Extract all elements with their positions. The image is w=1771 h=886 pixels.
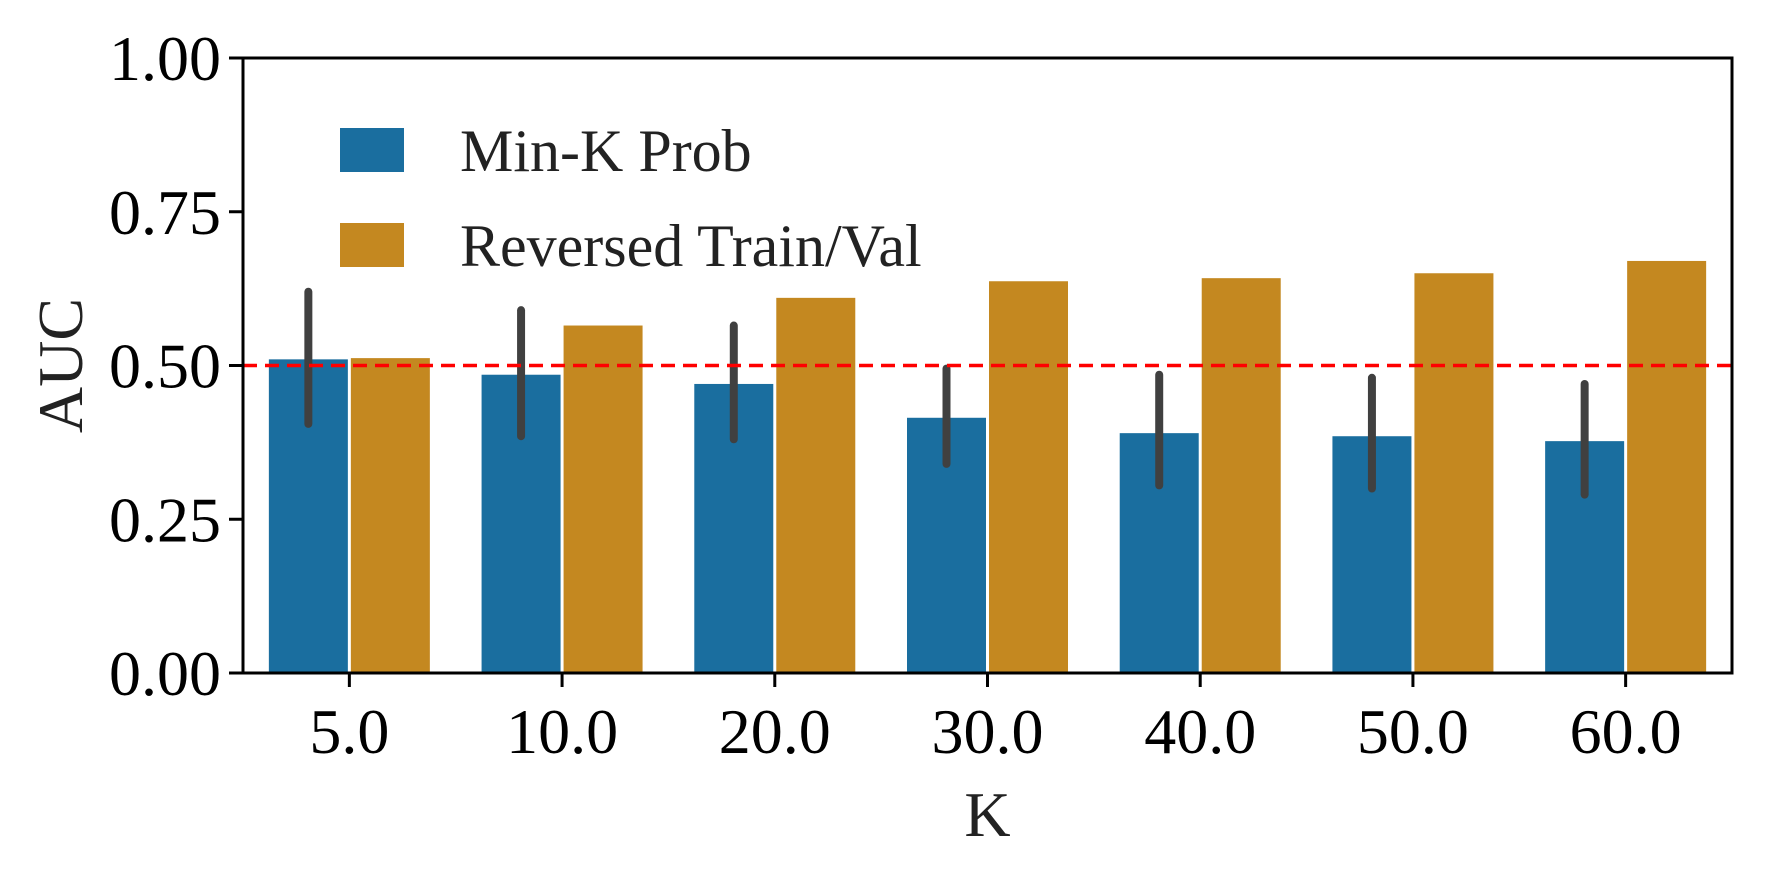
x-tick-label: 5.0 xyxy=(309,696,389,767)
y-tick-label: 0.50 xyxy=(109,331,221,402)
legend: Min-K Prob Reversed Train/Val xyxy=(340,118,922,279)
x-tick-label: 20.0 xyxy=(719,696,831,767)
y-axis-title: AUC xyxy=(25,298,96,433)
bar-reversed-train-val xyxy=(989,281,1068,673)
bars xyxy=(268,260,1707,673)
error-bars xyxy=(304,287,1589,499)
x-tick-label: 60.0 xyxy=(1570,696,1682,767)
bar-reversed-train-val xyxy=(1414,273,1494,673)
y-tick-label: 0.00 xyxy=(109,638,221,709)
legend-label: Min-K Prob xyxy=(460,118,752,184)
x-tick-label: 50.0 xyxy=(1357,696,1469,767)
legend-swatch xyxy=(340,128,404,172)
x-tick-label: 30.0 xyxy=(932,696,1044,767)
bar-reversed-train-val xyxy=(1627,260,1707,673)
legend-item-min-k-prob: Min-K Prob xyxy=(340,118,752,184)
x-tick-label: 40.0 xyxy=(1144,696,1256,767)
x-axis-title: K xyxy=(964,779,1010,850)
y-tick-label: 1.00 xyxy=(109,23,221,94)
x-tick-label: 10.0 xyxy=(506,696,618,767)
y-tick-label: 0.25 xyxy=(109,484,221,555)
legend-swatch xyxy=(340,223,404,267)
legend-item-reversed-train-val: Reversed Train/Val xyxy=(340,213,922,279)
bar-reversed-train-val xyxy=(350,358,430,673)
plot-frame xyxy=(241,56,1734,675)
bar-reversed-train-val xyxy=(776,297,856,673)
bar-reversed-train-val xyxy=(1201,278,1281,673)
y-tick-label: 0.75 xyxy=(109,177,221,248)
legend-label: Reversed Train/Val xyxy=(460,213,922,279)
x-axis-ticks: 5.0 10.0 20.0 30.0 40.0 50.0 60.0 xyxy=(309,673,1682,767)
y-axis-ticks: 0.00 0.25 0.50 0.75 1.00 xyxy=(109,23,243,709)
bar-reversed-train-val xyxy=(563,325,643,673)
